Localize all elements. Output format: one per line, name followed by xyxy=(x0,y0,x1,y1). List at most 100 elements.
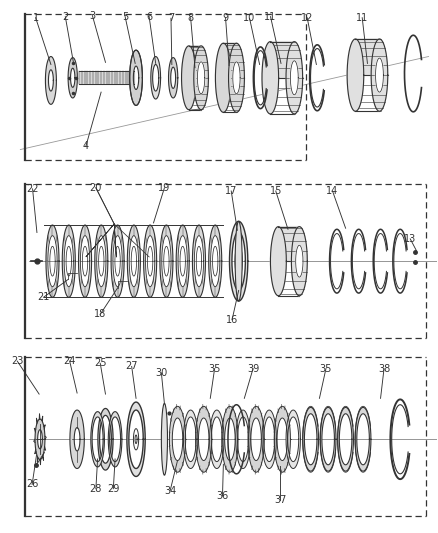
Text: 28: 28 xyxy=(90,484,102,494)
PathPatch shape xyxy=(208,225,222,297)
Polygon shape xyxy=(198,62,205,94)
Polygon shape xyxy=(270,227,286,296)
PathPatch shape xyxy=(108,411,122,467)
Text: 10: 10 xyxy=(244,13,256,23)
Polygon shape xyxy=(290,61,298,95)
PathPatch shape xyxy=(46,225,59,297)
Text: 15: 15 xyxy=(269,186,282,196)
Text: 34: 34 xyxy=(164,486,176,496)
Text: 6: 6 xyxy=(146,12,152,22)
PathPatch shape xyxy=(355,407,371,471)
Text: 38: 38 xyxy=(378,364,390,374)
PathPatch shape xyxy=(303,407,318,471)
Polygon shape xyxy=(223,43,244,78)
Text: 13: 13 xyxy=(404,234,417,244)
Text: 17: 17 xyxy=(225,186,237,196)
Polygon shape xyxy=(215,43,231,112)
Text: 35: 35 xyxy=(320,364,332,374)
PathPatch shape xyxy=(111,225,124,297)
Text: 21: 21 xyxy=(37,292,49,302)
Ellipse shape xyxy=(161,403,167,475)
PathPatch shape xyxy=(170,406,186,472)
Text: 23: 23 xyxy=(11,356,24,366)
Text: 30: 30 xyxy=(155,368,167,378)
PathPatch shape xyxy=(248,406,264,472)
Text: 12: 12 xyxy=(301,13,313,23)
Ellipse shape xyxy=(235,221,242,301)
Polygon shape xyxy=(229,43,244,112)
Polygon shape xyxy=(233,62,240,94)
PathPatch shape xyxy=(160,225,173,297)
Polygon shape xyxy=(79,71,134,84)
PathPatch shape xyxy=(262,410,276,469)
PathPatch shape xyxy=(274,406,290,472)
Polygon shape xyxy=(296,245,303,277)
Polygon shape xyxy=(262,42,279,114)
PathPatch shape xyxy=(320,407,336,471)
PathPatch shape xyxy=(134,429,139,450)
PathPatch shape xyxy=(210,410,224,469)
PathPatch shape xyxy=(338,407,353,471)
PathPatch shape xyxy=(62,225,75,297)
Polygon shape xyxy=(194,46,208,110)
Text: 22: 22 xyxy=(26,184,39,194)
PathPatch shape xyxy=(196,406,212,472)
Text: 11: 11 xyxy=(356,13,368,23)
Text: 3: 3 xyxy=(89,11,95,21)
Polygon shape xyxy=(347,39,364,111)
Polygon shape xyxy=(291,227,307,296)
Text: 14: 14 xyxy=(326,186,339,196)
PathPatch shape xyxy=(46,56,57,104)
Polygon shape xyxy=(375,58,383,92)
Text: 9: 9 xyxy=(223,13,229,23)
Text: 36: 36 xyxy=(216,491,229,501)
Text: 24: 24 xyxy=(64,356,76,366)
PathPatch shape xyxy=(144,225,157,297)
PathPatch shape xyxy=(95,225,108,297)
PathPatch shape xyxy=(230,221,248,301)
Text: 26: 26 xyxy=(26,480,38,489)
PathPatch shape xyxy=(127,402,145,477)
Text: 19: 19 xyxy=(158,183,170,193)
Text: 11: 11 xyxy=(265,12,277,22)
Text: 2: 2 xyxy=(62,12,68,22)
PathPatch shape xyxy=(98,408,113,470)
PathPatch shape xyxy=(169,58,178,98)
Text: 20: 20 xyxy=(90,183,102,193)
Polygon shape xyxy=(181,46,196,110)
Text: 1: 1 xyxy=(32,13,39,23)
Text: 7: 7 xyxy=(168,13,174,23)
Text: 18: 18 xyxy=(94,309,106,319)
PathPatch shape xyxy=(91,411,104,467)
PathPatch shape xyxy=(222,406,238,472)
Text: 16: 16 xyxy=(226,314,238,325)
PathPatch shape xyxy=(70,410,84,469)
PathPatch shape xyxy=(68,58,78,98)
Polygon shape xyxy=(270,42,303,78)
PathPatch shape xyxy=(35,419,45,459)
Text: 39: 39 xyxy=(247,364,259,374)
Text: 25: 25 xyxy=(94,358,106,368)
Text: 27: 27 xyxy=(125,361,138,372)
Text: 5: 5 xyxy=(122,12,128,22)
Text: 35: 35 xyxy=(208,364,221,374)
Polygon shape xyxy=(356,39,388,75)
Polygon shape xyxy=(286,42,303,114)
PathPatch shape xyxy=(192,225,205,297)
PathPatch shape xyxy=(151,56,161,99)
PathPatch shape xyxy=(78,225,92,297)
PathPatch shape xyxy=(127,225,141,297)
PathPatch shape xyxy=(176,225,189,297)
Polygon shape xyxy=(279,227,307,261)
Text: 4: 4 xyxy=(83,141,89,151)
Polygon shape xyxy=(371,39,388,111)
Text: 29: 29 xyxy=(107,484,120,494)
PathPatch shape xyxy=(184,410,198,469)
PathPatch shape xyxy=(286,410,300,469)
Text: 37: 37 xyxy=(274,495,286,505)
Text: 8: 8 xyxy=(187,13,194,23)
Polygon shape xyxy=(189,46,208,78)
PathPatch shape xyxy=(235,245,242,277)
PathPatch shape xyxy=(130,50,142,106)
PathPatch shape xyxy=(236,410,250,469)
